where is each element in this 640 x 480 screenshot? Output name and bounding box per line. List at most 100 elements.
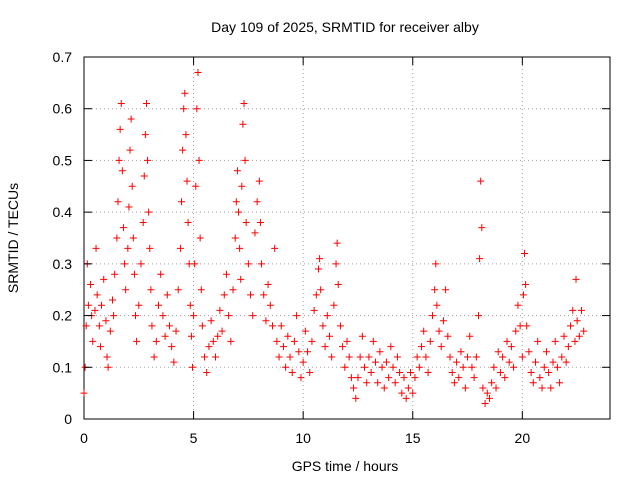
data-point <box>536 374 544 382</box>
data-point <box>478 224 486 232</box>
data-point <box>139 218 147 226</box>
data-point <box>182 131 190 139</box>
data-point <box>258 260 266 268</box>
data-point <box>195 156 203 164</box>
data-point <box>575 332 583 340</box>
data-point <box>365 353 373 361</box>
data-point <box>522 281 530 289</box>
data-point <box>479 384 487 392</box>
data-point <box>100 275 108 283</box>
data-point <box>125 203 133 211</box>
data-point <box>367 368 375 376</box>
data-point <box>415 363 423 371</box>
data-point <box>310 306 318 314</box>
data-point <box>439 317 447 325</box>
data-point <box>277 322 285 330</box>
data-point <box>141 131 149 139</box>
data-point <box>431 286 439 294</box>
y-tick-label: 0.3 <box>53 256 73 272</box>
data-point <box>411 374 419 382</box>
data-point <box>172 327 180 335</box>
data-point <box>299 358 307 366</box>
data-point <box>475 312 482 320</box>
data-point <box>191 260 199 268</box>
data-point <box>571 337 579 345</box>
data-point <box>91 306 99 314</box>
data-point <box>98 301 106 309</box>
data-point <box>304 348 312 356</box>
data-point <box>241 156 249 164</box>
data-point <box>545 368 553 376</box>
data-point <box>336 322 344 330</box>
x-tick-label: 10 <box>295 430 311 446</box>
data-point <box>92 244 100 252</box>
data-point <box>464 353 472 361</box>
data-point <box>227 337 235 345</box>
data-point <box>146 244 154 252</box>
data-point <box>354 374 362 382</box>
data-point <box>483 389 491 397</box>
data-point <box>521 250 529 258</box>
data-point <box>110 312 118 320</box>
data-point <box>306 368 314 376</box>
data-point <box>334 281 342 289</box>
data-point <box>428 312 436 320</box>
data-point <box>531 358 539 366</box>
data-point <box>249 312 257 320</box>
data-point <box>113 234 121 242</box>
data-point <box>461 384 469 392</box>
data-point <box>117 100 125 108</box>
y-tick-label: 0.6 <box>53 101 73 117</box>
data-point <box>409 389 417 397</box>
data-point <box>116 125 124 133</box>
data-point <box>442 286 450 294</box>
data-point <box>247 291 255 299</box>
data-point <box>382 358 390 366</box>
data-point <box>534 337 542 345</box>
y-tick-label: 0.4 <box>53 204 73 220</box>
data-point <box>437 343 445 351</box>
data-point <box>560 332 568 340</box>
data-point <box>505 358 513 366</box>
data-point <box>186 301 194 309</box>
data-point <box>133 337 141 345</box>
data-point <box>374 379 382 387</box>
data-point <box>580 327 588 335</box>
data-point <box>235 208 243 216</box>
data-point <box>147 286 155 294</box>
data-point <box>432 260 440 268</box>
data-point <box>184 218 192 226</box>
data-point <box>527 368 535 376</box>
data-point <box>564 343 572 351</box>
data-point <box>420 327 428 335</box>
data-point <box>216 306 224 314</box>
data-point <box>501 374 509 382</box>
data-point <box>118 167 126 175</box>
data-point <box>444 332 452 340</box>
data-point <box>231 234 239 242</box>
data-point <box>333 239 341 247</box>
data-point <box>549 358 557 366</box>
data-point <box>492 384 500 392</box>
data-point <box>144 156 152 164</box>
data-point <box>93 291 101 299</box>
data-point <box>573 317 581 325</box>
data-point <box>239 120 247 128</box>
data-point <box>523 322 531 330</box>
data-point <box>404 384 412 392</box>
data-point <box>203 368 211 376</box>
data-point <box>114 198 122 206</box>
data-point <box>119 224 127 232</box>
data-point <box>237 275 245 283</box>
data-point <box>256 218 264 226</box>
data-point <box>538 384 546 392</box>
data-point <box>194 69 202 77</box>
data-point <box>244 260 252 268</box>
data-point <box>396 368 404 376</box>
data-point <box>398 389 406 397</box>
data-point <box>163 291 171 299</box>
data-point <box>222 270 230 278</box>
data-point <box>453 358 461 366</box>
data-point <box>457 348 465 356</box>
data-point <box>361 363 369 371</box>
